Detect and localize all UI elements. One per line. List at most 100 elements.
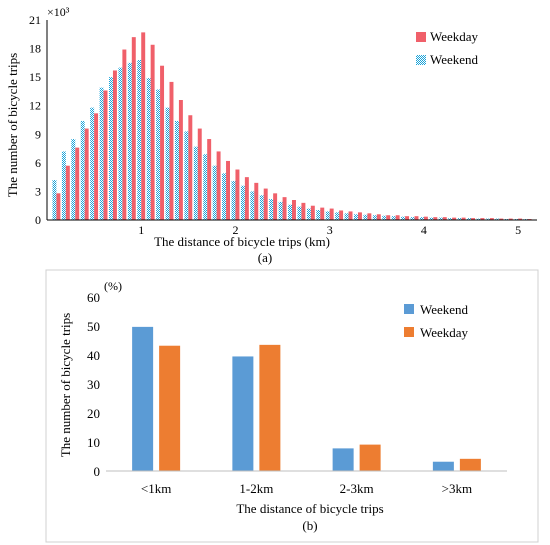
bar-weekend [132, 326, 154, 471]
bar-weekday [339, 210, 344, 220]
bar-weekend [90, 107, 95, 220]
bar-weekend [232, 356, 254, 471]
legend-b-weekday-label: Weekday [420, 325, 469, 340]
chart-a-panel-label: (a) [258, 250, 272, 265]
bar-weekday [301, 202, 306, 220]
chart-a-y-tick-labels: 0 3 6 9 12 15 18 21 [29, 13, 41, 227]
bar-weekday [459, 458, 481, 471]
legend-b-weekend-swatch [404, 304, 414, 314]
bar-weekend [391, 216, 396, 220]
chart-b-bars [132, 326, 481, 471]
bar-weekday [65, 165, 70, 220]
bar-weekday [263, 188, 268, 220]
x-tick-label: 2 [232, 223, 238, 237]
bar-weekend [354, 214, 358, 220]
bar-weekend [476, 218, 481, 220]
bar-weekend [485, 218, 490, 220]
bar-weekday [235, 169, 240, 220]
bar-weekend [344, 213, 349, 220]
y-tick-label: 10 [87, 435, 100, 450]
bar-weekday [442, 217, 447, 220]
bar-weekend [335, 212, 340, 220]
bar-weekend [325, 211, 330, 220]
bar-weekend [495, 218, 500, 220]
chart-b-x-tick-labels: <1km 1-2km 2-3km >3km [141, 481, 472, 496]
bar-weekday [84, 128, 89, 220]
bar-weekday [471, 218, 475, 220]
bar-weekend [156, 89, 161, 221]
bar-weekday [112, 70, 117, 220]
bar-weekday [320, 207, 325, 220]
bar-weekday [169, 81, 174, 221]
bar-weekday [367, 213, 372, 220]
y-tick-label: 21 [29, 13, 41, 27]
x-tick-label: 5 [515, 223, 521, 237]
bar-weekday [282, 197, 287, 220]
legend-b-weekday-swatch [404, 327, 414, 337]
bar-weekend [269, 199, 274, 220]
bar-weekend [127, 62, 132, 220]
bar-weekend [231, 180, 236, 220]
chart-b-frame [45, 269, 539, 543]
bar-weekday [244, 177, 249, 220]
bar-weekday [433, 217, 438, 220]
y-tick-label: 40 [87, 348, 100, 363]
bar-weekend [432, 461, 454, 471]
y-tick-label: 3 [35, 184, 41, 198]
bar-weekend [278, 201, 283, 220]
chart-a-x-axis-title: The distance of bicycle trips (km) [154, 234, 330, 249]
bar-weekday [122, 49, 127, 221]
bar-weekend [467, 218, 472, 220]
bar-weekend [174, 120, 179, 220]
bar-weekday [131, 37, 136, 221]
y-tick-label: 30 [87, 377, 100, 392]
x-tick-label: <1km [141, 481, 171, 496]
bar-weekend [118, 67, 123, 220]
bar-weekend [448, 218, 453, 220]
bar-weekend [165, 107, 170, 220]
bar-weekend [80, 120, 85, 220]
y-tick-label: 50 [87, 319, 100, 334]
bar-weekday [489, 218, 494, 220]
chart-a-bars [52, 32, 532, 221]
bar-weekend [410, 217, 415, 220]
bar-weekday [188, 115, 193, 220]
x-tick-label: 2-3km [340, 481, 374, 496]
legend-a-weekend-swatch [416, 55, 426, 65]
bar-weekday [159, 345, 181, 471]
y-tick-label: 18 [29, 42, 41, 56]
chart-b-y-tick-labels: 0 10 20 30 40 50 60 [87, 290, 100, 479]
bar-weekday [499, 218, 504, 220]
bar-weekend [193, 146, 198, 220]
bar-weekday [414, 216, 419, 220]
y-tick-label: 0 [94, 464, 101, 479]
legend-a-weekend-label: Weekend [430, 52, 479, 67]
bar-weekend [250, 191, 255, 220]
bar-weekend [109, 77, 113, 221]
bar-weekend [382, 215, 387, 220]
bar-weekend [372, 215, 377, 220]
chart-b-panel-label: (b) [302, 518, 317, 533]
bar-weekday [348, 211, 353, 220]
y-tick-label: 12 [29, 99, 41, 113]
chart-b-unit: (%) [104, 279, 122, 293]
bar-weekend [429, 217, 434, 220]
bar-weekend [316, 210, 321, 220]
bar-weekday [273, 193, 278, 220]
chart-b: 0 10 20 30 40 50 60 <1km 1-2km 2-3km >3km (%) The… [45, 269, 539, 543]
bar-weekend [184, 131, 189, 220]
bar-weekday [178, 100, 183, 220]
bar-weekend [288, 204, 292, 220]
bar-weekend [61, 151, 66, 220]
bar-weekday [480, 218, 485, 220]
x-tick-label: 4 [421, 223, 427, 237]
chart-a-legend: Weekday Weekend [416, 29, 479, 67]
bar-weekday [56, 193, 61, 220]
bar-weekday [310, 205, 315, 220]
legend-a-weekday-label: Weekday [430, 29, 479, 44]
bar-weekday [160, 65, 165, 220]
x-tick-label: 3 [327, 223, 333, 237]
chart-b-x-axis-title: The distance of bicycle trips [236, 501, 383, 516]
bar-weekday [216, 151, 221, 220]
